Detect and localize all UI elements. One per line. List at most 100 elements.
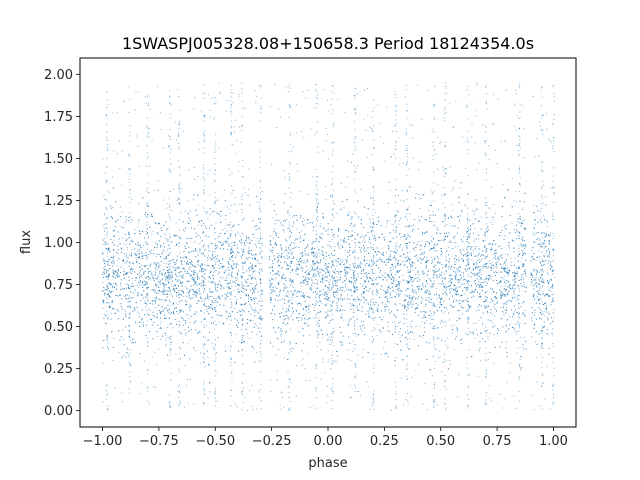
data-point [477,306,479,308]
data-point [175,244,177,246]
data-point [146,310,148,312]
data-point [522,262,524,264]
data-point [207,281,209,283]
data-point [419,325,421,327]
data-point [312,263,314,265]
data-point [166,279,168,281]
data-point [235,253,237,255]
data-point [403,264,405,266]
data-point [188,268,189,270]
data-point [415,193,417,195]
data-point [260,294,262,296]
data-point [179,332,181,334]
data-point [285,324,287,326]
data-point [533,241,534,243]
data-point [319,325,321,326]
data-point [521,244,523,246]
data-point [111,299,113,301]
data-point [366,299,368,301]
data-point [292,296,294,298]
data-point [245,245,247,247]
data-point [284,339,286,341]
data-point [361,296,363,298]
data-point [178,229,180,231]
data-point [439,274,441,276]
data-point [458,259,459,261]
data-point [199,237,201,239]
data-point [161,279,163,281]
data-point [325,198,327,200]
data-point [253,309,255,311]
data-point [303,260,305,262]
data-point [291,350,293,352]
data-point [534,341,536,343]
data-point [399,255,401,257]
data-point [359,241,361,243]
data-point [469,307,471,309]
data-point [399,321,401,323]
data-point [367,302,369,304]
data-point [547,334,549,336]
data-point [412,270,414,272]
data-point [454,305,456,307]
data-point [451,275,453,277]
data-point [226,280,227,281]
data-point [410,285,412,287]
data-point [113,239,115,241]
data-point [226,224,228,226]
data-point [269,243,271,245]
data-point [328,336,330,338]
data-point [331,287,333,289]
data-point [430,281,432,283]
data-point [234,307,236,309]
data-point [427,299,429,301]
data-point [278,296,280,298]
data-point [300,319,302,321]
data-point [251,273,253,275]
data-point [225,218,227,220]
data-point [146,259,148,261]
data-point [355,301,357,303]
data-point [240,241,242,243]
data-point [385,252,387,254]
data-point [386,292,388,294]
data-point [518,317,520,319]
data-point [172,302,174,304]
data-point [544,236,546,238]
data-point [439,273,441,275]
data-point [505,264,507,266]
data-point [104,313,106,315]
data-point [394,248,396,250]
data-point [274,228,276,230]
data-point [127,248,128,250]
data-point [370,278,372,280]
data-point [213,281,215,283]
data-point [299,235,301,237]
data-point [418,274,420,276]
data-point [318,272,320,274]
data-point [510,265,512,267]
data-point [369,260,371,262]
data-point [119,294,121,296]
data-point [171,271,173,273]
data-point [117,275,119,277]
data-point [458,286,459,288]
data-point [343,319,345,321]
data-point [370,226,372,228]
data-point [112,270,114,272]
data-point [237,264,239,266]
data-point [353,264,355,266]
data-point [324,311,326,313]
data-point [437,270,439,272]
data-point [138,286,140,288]
data-point [317,215,319,217]
data-point [281,305,283,307]
data-point [502,183,504,185]
data-point [433,244,435,246]
data-point [306,307,308,309]
data-point [255,265,257,267]
data-point [205,337,206,339]
data-point [132,277,134,279]
data-point [492,264,494,266]
data-point [199,283,201,285]
